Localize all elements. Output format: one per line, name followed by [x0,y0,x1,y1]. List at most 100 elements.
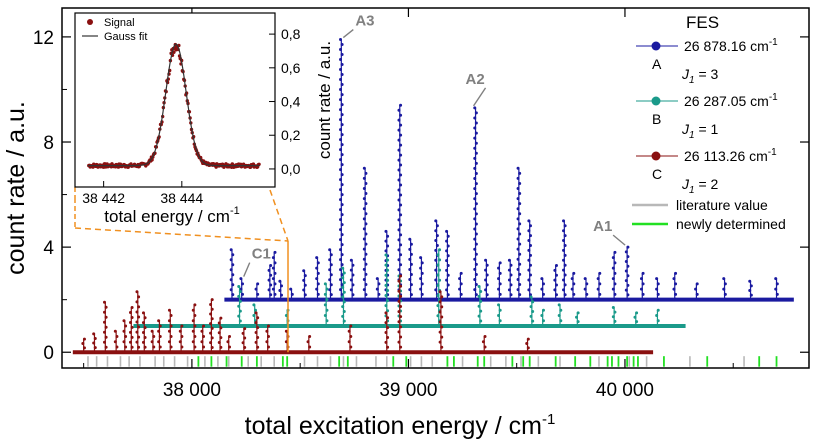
peak-point [656,308,660,312]
peak-point [158,334,162,338]
peak-point [485,283,489,287]
peak-point [434,268,438,272]
peak-point [397,228,401,232]
peak-point [541,319,545,323]
peak-point [167,350,171,354]
peak-point [316,292,320,296]
peak-point [329,283,333,287]
peak-point [386,299,390,303]
peak-point [339,268,343,272]
peak-point [434,288,438,292]
peak-point [557,324,561,328]
peak-point [308,334,312,338]
peak-point [339,258,343,262]
peak-point [409,293,413,297]
peak-point [267,268,271,272]
peak-point [613,261,617,265]
peak-point [266,345,270,349]
peak-point [329,263,333,267]
peak-point [528,224,532,228]
inset-chart: 38 442 38 444 0,0 0,2 0,4 0,6 0,8 total energy… [74,12,334,226]
peak-point [397,248,401,252]
inset-legend: Signal Gauss fit [82,17,147,43]
peak-point [438,278,442,282]
peak-point [611,315,615,319]
peak-point [226,350,230,354]
legend-label: C [652,166,662,182]
peak-point [362,166,366,170]
peak-point [375,277,379,281]
peak-point [219,336,223,340]
peak-point [498,261,502,265]
peak-point [115,345,119,349]
peak-point [397,279,401,283]
peak-point [384,321,388,325]
peak-point [527,298,531,302]
peak-point [497,287,501,291]
peak-point [585,292,589,296]
peak-point [266,324,270,328]
peak-point [104,335,108,339]
peak-point [397,138,401,142]
peak-point [624,298,628,302]
peak-point [210,336,214,340]
inset-signal-point [172,50,176,54]
inset-ticks: 38 442 38 444 0,0 0,2 0,4 0,6 0,8 [82,26,300,206]
peak-point [473,298,477,302]
peak-point [362,207,366,211]
peak-point [237,314,241,318]
peak-point [328,248,332,252]
peak-point [141,321,145,325]
peak-point [399,203,403,207]
legend-label: B [652,111,661,127]
peak-point [386,288,390,292]
peak-point [339,288,343,292]
peak-point [397,340,401,344]
peak-point [611,277,615,281]
peak-point [339,88,343,92]
peak-point [362,227,366,231]
peak-point [399,233,403,237]
peak-point [178,340,182,344]
peak-point [103,300,107,304]
peak-point [306,350,310,354]
peak-point [339,158,343,162]
peak-point [273,250,277,254]
peak-point [611,266,615,270]
peak-point [479,289,483,293]
peak-point [384,340,388,344]
peak-point [351,273,355,277]
x-axis-ticks: 38 000 39 000 40 000 [83,8,734,401]
peak-point [525,341,529,345]
peak-point [570,287,574,291]
peak-point [323,282,327,286]
peak-point [137,305,141,309]
peak-point [340,63,344,67]
y-tick-label: 0 [43,343,54,364]
peak-point [440,305,444,309]
peak-point [611,324,615,328]
peak-point [384,239,388,243]
annotation-label: A1 [593,218,612,235]
peak-point [459,282,463,286]
peak-point [339,98,343,102]
peak-point [128,350,132,354]
peak-point [518,262,522,266]
peak-point [399,183,403,187]
peak-point [483,334,487,338]
peak-point [231,293,235,297]
peak-point [362,176,366,180]
peak-point [528,234,532,238]
x-axis-label: total excitation energy / cm-1 [245,411,556,440]
peak-point [340,193,344,197]
peak-point [559,319,563,323]
peak-point [341,305,345,309]
peak-point [474,182,478,186]
peak-point [554,273,558,277]
peak-point [527,258,531,262]
peak-point [674,282,678,286]
peak-point [269,283,273,287]
peak-point [775,292,779,296]
peak-point [193,324,197,328]
peak-point [231,253,235,257]
